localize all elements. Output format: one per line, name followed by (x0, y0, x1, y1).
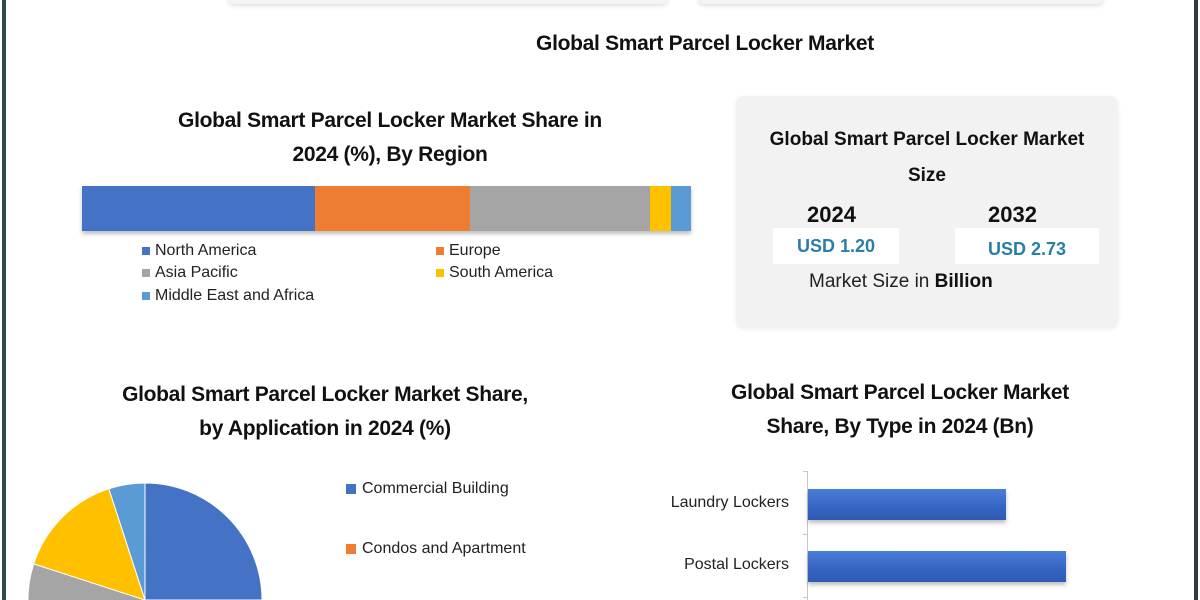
legend-label: Europe (449, 242, 501, 259)
region-chart-title: Global Smart Parcel Locker Market Share … (80, 104, 700, 172)
pie-slice (144, 482, 263, 600)
type-category-label: Postal Lockers (684, 556, 789, 573)
legend-label: South America (449, 264, 554, 281)
application-pie-chart (27, 482, 263, 600)
axis-tick (803, 471, 808, 472)
cropped-top-card-left (228, 0, 668, 4)
axis-tick (803, 597, 808, 598)
legend-swatch (346, 484, 356, 494)
market-size-title: Global Smart Parcel Locker Market Size (736, 122, 1118, 194)
type-category-label: Laundry Lockers (670, 494, 789, 511)
value-2032: USD 2.73 (955, 228, 1099, 264)
type-title-line1: Global Smart Parcel Locker Market (731, 381, 1069, 404)
main-title: Global Smart Parcel Locker Market (536, 32, 874, 55)
market-size-title-line2: Size (907, 165, 947, 186)
legend-label: North America (155, 242, 257, 259)
legend-label: Middle East and Africa (155, 287, 315, 304)
market-size-card (736, 96, 1118, 328)
type-bar (808, 551, 1066, 582)
application-title-line2: by Application in 2024 (%) (199, 417, 451, 440)
legend-item: North America (142, 242, 256, 260)
legend-label: Commercial Building (362, 480, 509, 497)
legend-swatch (436, 269, 444, 277)
type-bar (808, 489, 1007, 520)
pie-slice (108, 482, 146, 600)
unit-prefix: Market Size in (809, 271, 935, 292)
cropped-top-card-right (698, 0, 1103, 4)
value-2024: USD 1.20 (773, 228, 899, 264)
type-chart-title: Global Smart Parcel Locker Market Share,… (690, 376, 1110, 444)
legend-swatch (346, 544, 356, 554)
frame-border-left (2, 0, 6, 600)
legend-swatch (436, 247, 444, 255)
legend-label: Condos and Apartment (362, 540, 526, 557)
pie-legend-item: Commercial Building (346, 480, 509, 498)
unit-bold: Billion (934, 271, 993, 292)
region-segment (671, 186, 691, 231)
legend-swatch (142, 269, 150, 277)
pie-slice (33, 488, 146, 600)
legend-item: Asia Pacific (142, 264, 238, 282)
region-segment (649, 186, 672, 231)
legend-item: South America (436, 264, 553, 282)
year-2024-label: 2024 (807, 202, 856, 227)
region-title-line2: 2024 (%), By Region (292, 143, 488, 166)
type-chart-axis (807, 471, 808, 600)
market-size-unit: Market Size in Billion (809, 271, 993, 293)
region-segment (315, 186, 470, 231)
axis-tick (803, 534, 808, 535)
application-chart-title: Global Smart Parcel Locker Market Share,… (70, 378, 580, 446)
region-title-line1: Global Smart Parcel Locker Market Share … (178, 109, 602, 132)
market-size-title-line1: Global Smart Parcel Locker Market (769, 129, 1085, 150)
type-title-line2: Share, By Type in 2024 (Bn) (766, 415, 1034, 438)
region-stacked-bar (82, 186, 691, 231)
frame-border-right (1194, 0, 1198, 600)
year-2032-label: 2032 (988, 202, 1037, 227)
application-title-line1: Global Smart Parcel Locker Market Share, (122, 383, 528, 406)
legend-label: Asia Pacific (155, 264, 238, 281)
legend-swatch (142, 292, 150, 300)
region-segment (82, 186, 316, 231)
legend-swatch (142, 247, 150, 255)
region-segment (469, 186, 650, 231)
legend-item: Middle East and Africa (142, 287, 314, 305)
pie-legend-item: Condos and Apartment (346, 540, 526, 558)
legend-item: Europe (436, 242, 501, 260)
